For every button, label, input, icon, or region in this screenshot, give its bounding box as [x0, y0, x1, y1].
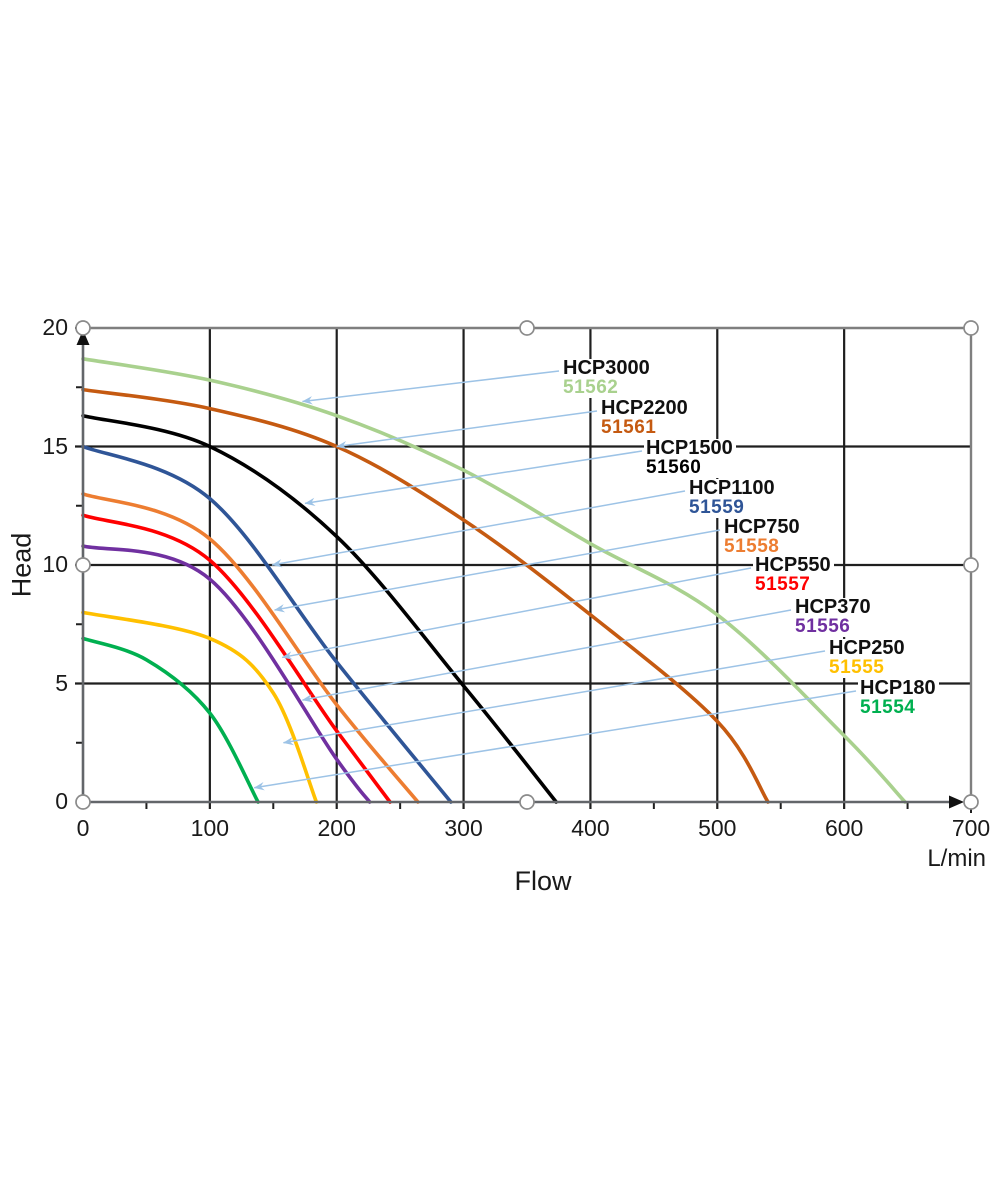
leader-line-HCP1500	[304, 450, 643, 506]
curve-HCP1500	[81, 413, 558, 804]
leader-line-HCP750	[274, 529, 721, 613]
selection-handle-1[interactable]	[519, 320, 535, 336]
selection-handle-6[interactable]	[519, 794, 535, 810]
curve-HCP550	[81, 513, 392, 804]
curve-HCP750	[81, 492, 420, 804]
leader-line-HCP550	[281, 567, 752, 660]
curve-HCP1100	[81, 444, 453, 804]
selection-handle-2[interactable]	[963, 320, 979, 336]
grid-layer	[75, 329, 971, 809]
y-axis-arrow-icon	[76, 330, 90, 345]
curve-HCP3000	[81, 357, 907, 804]
leader-lines-layer	[253, 370, 857, 791]
leader-line-HCP180	[253, 690, 857, 791]
selection-handle-5[interactable]	[75, 794, 91, 810]
leader-line-HCP250	[282, 650, 826, 746]
curve-HCP2200	[81, 387, 770, 804]
curve-layer	[81, 357, 907, 804]
leader-line-HCP3000	[301, 370, 560, 405]
leader-line-HCP1100	[271, 490, 686, 568]
selection-handle-4[interactable]	[963, 557, 979, 573]
selection-handles-layer	[75, 320, 979, 810]
selection-handle-3[interactable]	[75, 557, 91, 573]
leader-line-HCP370	[301, 609, 792, 703]
x-axis-arrow-icon	[949, 795, 964, 809]
selection-handle-7[interactable]	[963, 794, 979, 810]
selection-handle-0[interactable]	[75, 320, 91, 336]
leader-line-HCP2200	[336, 410, 598, 450]
curve-HCP250	[81, 610, 319, 804]
curve-HCP370	[81, 544, 372, 804]
curve-HCP180	[81, 636, 260, 804]
